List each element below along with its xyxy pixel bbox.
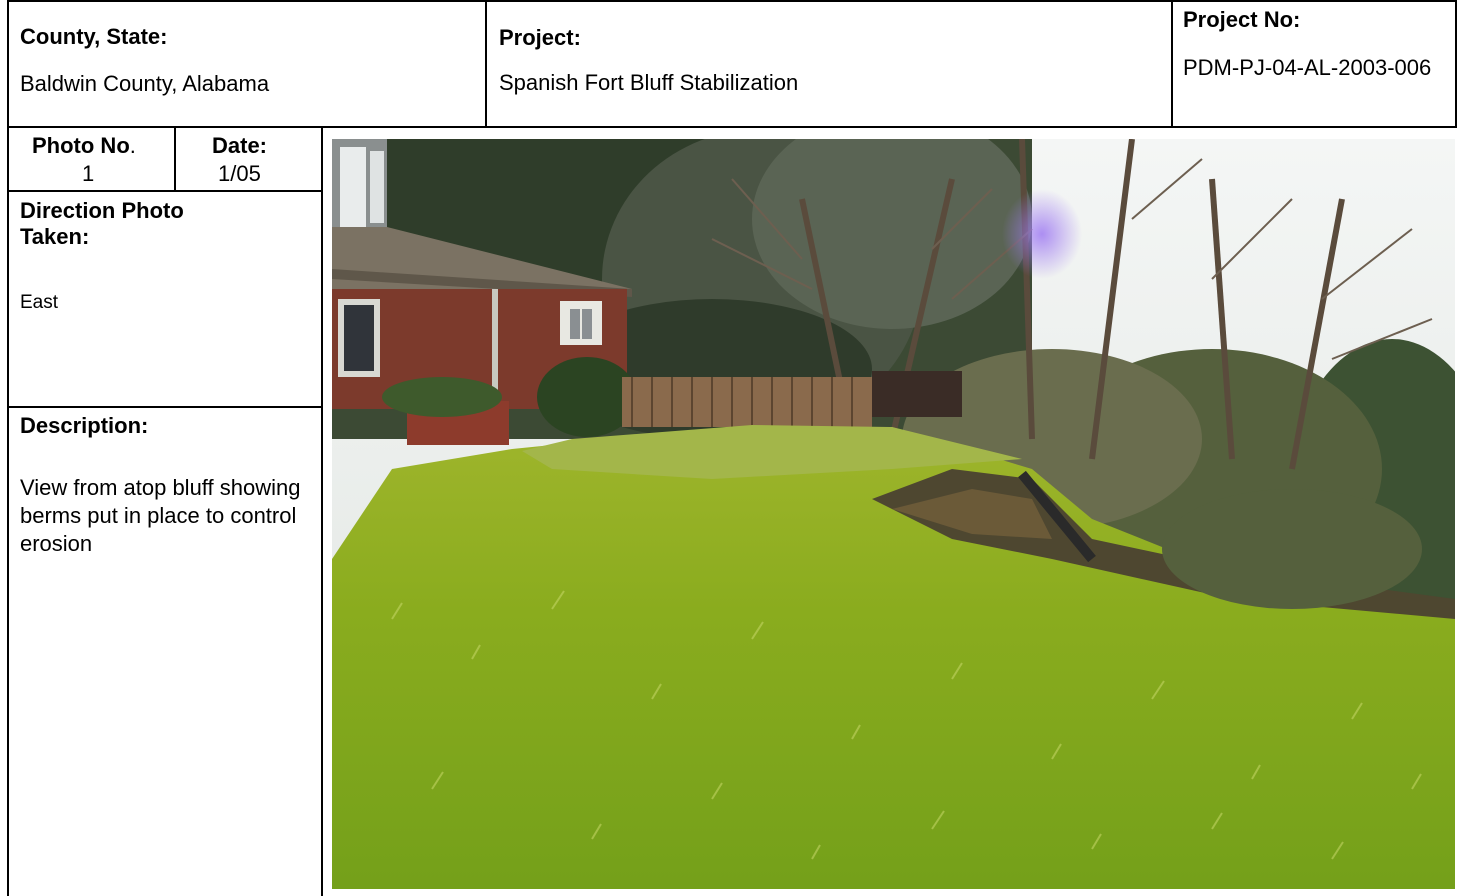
site-photo <box>332 139 1455 889</box>
direction-value: East <box>20 292 59 313</box>
project-no-label: Project No: <box>1183 7 1301 32</box>
photo-date-bottom-rule <box>7 190 323 192</box>
project-label: Project: <box>499 25 581 50</box>
date-value: 1/05 <box>218 161 261 186</box>
photo-no-label: Photo No. <box>32 133 136 158</box>
date-label: Date: <box>212 133 268 158</box>
header-bottom-rule <box>7 126 1457 128</box>
project-no-value: PDM-PJ-04-AL-2003-006 <box>1183 55 1432 80</box>
description-label: Description: <box>20 413 149 438</box>
header-divider-1 <box>485 0 487 128</box>
county-state-value: Baldwin County, Alabama <box>20 71 270 96</box>
border-left <box>7 0 9 896</box>
county-state-label: County, State: <box>20 24 168 49</box>
direction-label: Direction Photo Taken: <box>20 198 184 249</box>
left-panel-right-rule <box>321 126 323 896</box>
direction-bottom-rule <box>7 406 323 408</box>
border-top <box>7 0 1457 2</box>
description-value: View from atop bluff showing berms put i… <box>20 475 301 556</box>
border-right <box>1455 0 1457 128</box>
header-divider-2 <box>1171 0 1173 128</box>
photo-date-divider <box>174 126 176 192</box>
photo-no-value: 1 <box>82 161 95 186</box>
project-value: Spanish Fort Bluff Stabilization <box>499 70 799 95</box>
